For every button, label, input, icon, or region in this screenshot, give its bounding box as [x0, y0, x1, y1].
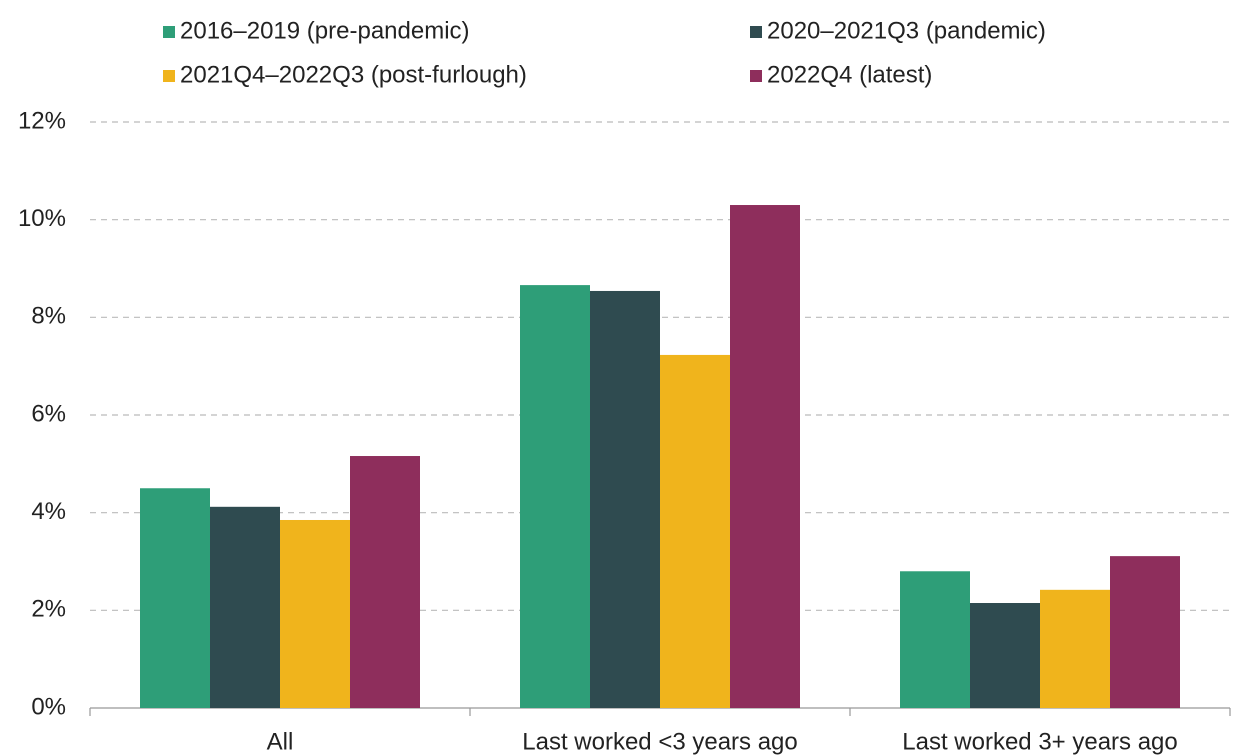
y-tick-label: 6%	[31, 400, 66, 427]
bar	[520, 285, 590, 708]
legend-label: 2022Q4 (latest)	[767, 61, 932, 88]
bar	[1110, 556, 1180, 708]
bar	[210, 506, 280, 708]
bar	[350, 456, 420, 708]
x-tick-label: All	[267, 728, 294, 755]
bar	[660, 354, 730, 708]
x-tick-label: Last worked <3 years ago	[522, 728, 798, 755]
legend-label: 2020–2021Q3 (pandemic)	[767, 17, 1046, 44]
bar	[1040, 589, 1110, 708]
x-tick-label: Last worked 3+ years ago	[902, 728, 1178, 755]
legend-swatch	[750, 26, 762, 38]
y-tick-label: 4%	[31, 498, 66, 525]
legend-label: 2016–2019 (pre-pandemic)	[180, 17, 470, 44]
bar	[280, 519, 350, 708]
y-tick-label: 12%	[18, 107, 66, 134]
y-tick-label: 2%	[31, 596, 66, 623]
bar	[900, 571, 970, 708]
bar	[970, 603, 1040, 708]
legend-swatch	[750, 70, 762, 82]
y-tick-label: 0%	[31, 693, 66, 720]
bar	[730, 205, 800, 708]
legend-label: 2021Q4–2022Q3 (post-furlough)	[180, 61, 527, 88]
legend-swatch	[163, 26, 175, 38]
bar	[590, 290, 660, 708]
legend-swatch	[163, 70, 175, 82]
y-tick-label: 10%	[18, 205, 66, 232]
bar	[140, 488, 210, 708]
y-tick-label: 8%	[31, 303, 66, 330]
